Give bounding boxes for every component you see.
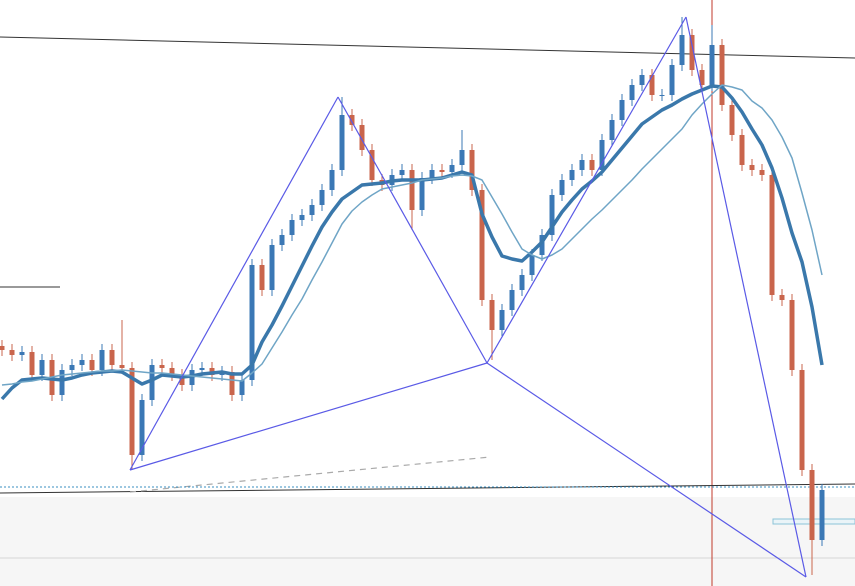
candle-body — [429, 170, 435, 178]
candle-body — [279, 235, 285, 245]
candle-body — [0, 346, 5, 350]
candle-body — [199, 368, 205, 370]
candle-body — [149, 365, 155, 400]
candle-body — [29, 352, 35, 375]
candle-body — [139, 400, 145, 455]
candle-body — [459, 150, 465, 165]
candle-body — [319, 190, 325, 205]
pattern-leg — [129, 96, 339, 471]
dashed-line — [129, 456, 491, 493]
candle-body — [769, 175, 775, 295]
candle-body — [339, 115, 345, 170]
candle-body — [689, 35, 695, 70]
candle-body — [759, 170, 765, 175]
candle-body — [59, 370, 65, 395]
candle-body — [399, 170, 405, 175]
pattern-leg — [685, 16, 807, 578]
candle-body — [179, 375, 185, 385]
candle-body — [679, 35, 685, 65]
candle-body — [369, 150, 375, 180]
candle-body — [39, 360, 45, 375]
candle-body — [719, 45, 725, 105]
candle-body — [439, 170, 445, 172]
candle-body — [309, 205, 315, 215]
candle-body — [249, 265, 255, 380]
candle-body — [659, 95, 665, 96]
candle-body — [609, 120, 615, 140]
trend-line — [0, 483, 855, 494]
trend-line — [0, 36, 855, 59]
candle-body — [99, 350, 105, 370]
candle-body — [629, 85, 635, 100]
candle-body — [619, 100, 625, 120]
candle-body — [509, 290, 515, 310]
candle-body — [239, 380, 245, 395]
candle-body — [539, 235, 545, 255]
candle-body — [469, 150, 475, 190]
candle-body — [79, 360, 85, 365]
candle-body — [419, 178, 425, 210]
lower-panel — [0, 497, 855, 586]
candle-body — [649, 75, 655, 95]
candle-body — [569, 170, 575, 180]
candle-body — [709, 45, 715, 85]
candle-body — [519, 275, 525, 290]
candle-body — [329, 170, 335, 190]
candle-body — [729, 105, 735, 135]
moving-average — [1, 84, 823, 386]
candle-body — [699, 70, 705, 85]
candle-body — [119, 365, 125, 368]
candle-body — [349, 115, 355, 125]
candle-body — [89, 360, 95, 370]
pattern-leg — [337, 96, 488, 364]
candle-body — [129, 368, 135, 455]
candle-body — [819, 490, 825, 540]
candle-body — [499, 310, 505, 330]
plot — [0, 16, 825, 578]
candle-body — [359, 125, 365, 150]
candle-body — [639, 75, 645, 85]
candle-body — [779, 295, 785, 300]
candle-body — [449, 165, 455, 172]
candle-body — [479, 190, 485, 300]
candle-body — [579, 160, 585, 170]
candle-body — [599, 140, 605, 170]
candle-body — [749, 165, 755, 170]
candle-body — [109, 350, 115, 365]
candle-body — [289, 220, 295, 235]
pattern-leg — [486, 16, 687, 364]
candle-body — [669, 65, 675, 95]
candle-body — [549, 195, 555, 235]
candle-body — [169, 368, 175, 375]
candle-body — [559, 180, 565, 195]
candle-body — [69, 365, 75, 370]
candle-body — [529, 255, 535, 275]
candle-body — [19, 352, 25, 355]
candle-body — [489, 300, 495, 330]
candle-body — [739, 135, 745, 165]
candle-body — [229, 372, 235, 395]
candle-body — [789, 300, 795, 370]
pattern-leg — [129, 362, 488, 471]
candle-body — [799, 370, 805, 470]
candle-body — [269, 245, 275, 290]
candle-body — [589, 160, 595, 170]
candle-body — [409, 170, 415, 210]
candle-body — [299, 215, 305, 220]
candle-body — [159, 365, 165, 368]
candle-body — [259, 265, 265, 290]
candle-body — [9, 350, 15, 355]
candle-body — [809, 470, 815, 540]
pattern-leg — [486, 362, 807, 578]
moving-average — [0, 84, 824, 401]
